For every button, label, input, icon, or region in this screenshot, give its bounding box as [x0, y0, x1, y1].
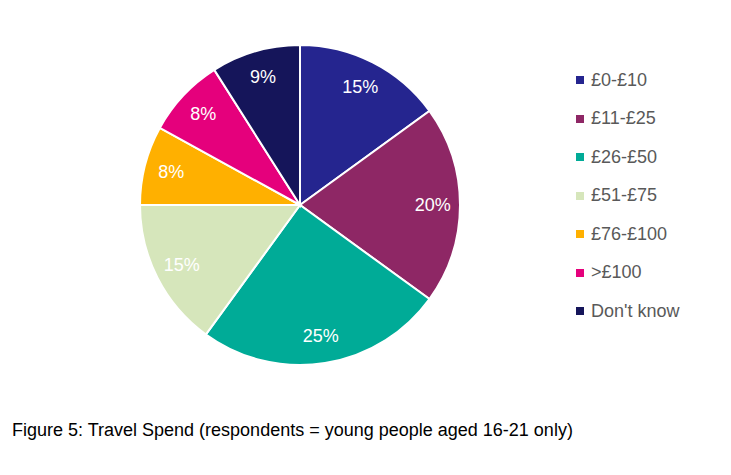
html-text:£0-£10: £0-£10 [591, 69, 648, 90]
svg-text:8%: 8% [190, 104, 216, 124]
svg-text:9%: 9% [250, 67, 276, 87]
html-text:£51-£75: £51-£75 [591, 185, 658, 206]
html-text:Figure 5: Travel Spend (respon: Figure 5: Travel Spend (respondents = yo… [12, 420, 573, 440]
svg-text:20%: 20% [415, 195, 451, 215]
html-text:Don't know: Don't know [591, 300, 680, 321]
html-text:>£100: >£100 [591, 262, 642, 283]
html-text:£11-£25: £11-£25 [591, 108, 656, 129]
html-text:£26-£50: £26-£50 [591, 146, 658, 167]
svg-text:8%: 8% [158, 162, 184, 182]
svg-text:15%: 15% [164, 255, 200, 275]
svg-text:25%: 25% [303, 326, 339, 346]
svg-text:15%: 15% [342, 77, 378, 97]
html-text:£76-£100: £76-£100 [591, 223, 668, 244]
